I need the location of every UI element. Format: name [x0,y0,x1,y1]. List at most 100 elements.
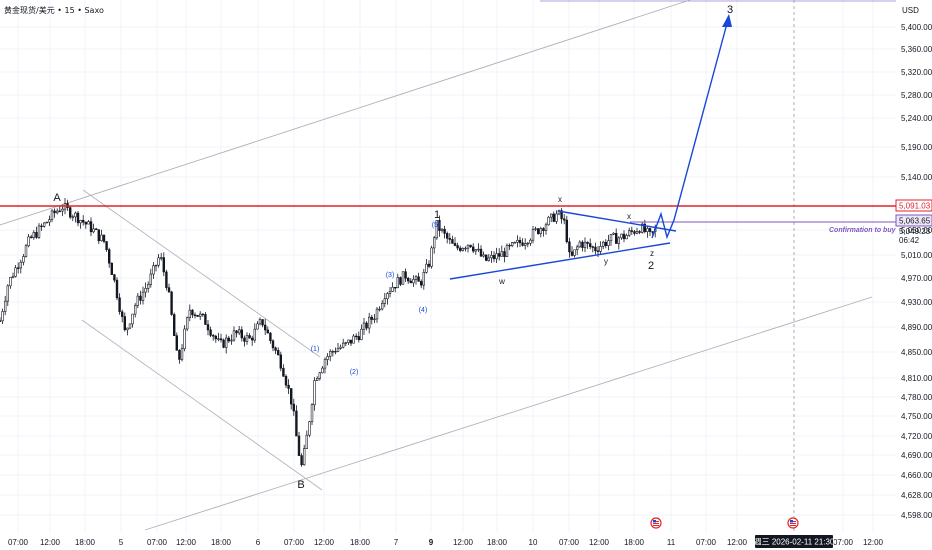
candle-body [474,249,477,252]
candle-body [604,241,608,246]
candle-body [547,216,550,226]
candle-body [357,336,360,340]
candle-body [430,247,433,267]
wave-label-minor: (3) [386,272,395,279]
price-tick-label: 4,850.00 [901,348,932,357]
candle-body [32,232,36,238]
time-tick-label: 07:00 [147,538,168,547]
candle-body [204,314,207,325]
candle-body [521,242,524,246]
candle-body [549,213,553,218]
candle-body [625,235,628,240]
time-axis[interactable]: 07:00 12:00 18:00 5 07:00 12:00 18:00 6 07:00 12:… [8,535,884,548]
candle-body [11,276,15,278]
candle-body [209,329,212,336]
time-tick-label: 07:00 [559,538,580,547]
candle-body [248,335,251,339]
candle-body [175,335,178,351]
price-tick-label: 5,050.00 [901,226,932,235]
candle-body [422,272,425,286]
candle-body [74,212,77,218]
candle-body [1,311,4,322]
candle-body [373,318,376,321]
candle-body [162,257,165,273]
candle-body [37,225,41,238]
descending-channel-lower [81,319,323,491]
candle-body [568,241,571,253]
wave-label-major: B [297,479,304,491]
candle-body [251,337,254,341]
time-tick-label: 18:00 [487,538,508,547]
candle-body [562,218,566,221]
candle-body [289,388,293,405]
candle-body [443,228,446,234]
candle-body [490,255,493,259]
candle-body [328,351,332,357]
last-price-label: 5,049.23 [899,227,931,236]
candle-body [622,233,626,240]
wave-labels: A B 1 2 3 (1) (2) (3) (4) (5) x w x y z Confirmation to… [53,4,896,491]
confirmation-price-label: 5,063.65 [899,217,931,226]
candle-body [196,314,199,317]
time-tick-label: 7 [394,538,399,547]
candle-body [544,224,548,231]
time-tick-label: 12:00 [176,538,197,547]
us-flag-icon[interactable] [787,517,799,529]
candle-body [245,335,249,342]
candle-body [510,242,514,247]
confirmation-to-buy-label: Confirmation to buy [829,227,897,234]
candle-body [399,277,402,285]
time-tick-label: 12:00 [727,538,748,547]
candle-body [71,216,75,218]
candle-body [284,375,288,386]
candle-body [432,237,436,249]
candle-body [388,291,392,294]
candle-body [456,245,459,249]
us-flag-icon[interactable] [650,517,662,529]
candle-body [253,328,256,341]
candle-body [573,249,576,256]
time-axis-panel[interactable] [0,533,896,550]
candle-body [526,242,530,245]
candle-body [635,231,639,234]
candle-body [334,351,337,353]
candle-body [305,434,308,449]
candle-body [425,263,428,273]
candle-body [118,297,121,313]
time-tick-label: 12:00 [314,538,335,547]
candle-body [445,233,449,239]
candle-body [315,378,319,381]
candle-body [599,246,602,252]
candle-body [222,339,225,348]
price-axis[interactable]: 5,400.00 5,360.00 5,320.00 5,280.00 5,240.00… [895,23,932,520]
candle-body [555,213,558,222]
candle-body [261,319,264,326]
candle-body [61,208,64,212]
wave-label-minor: (1) [311,346,320,353]
candle-body [352,335,355,344]
wave-label-minor: (5) [432,222,441,229]
candle-body [508,244,511,247]
wave-label-major: 3 [727,4,733,16]
time-tick-label: 18:00 [350,538,371,547]
candle-body [92,228,95,233]
candle-body [188,309,191,318]
candle-body [347,339,350,343]
candle-body [110,262,114,275]
wave-label-major: 2 [648,260,654,272]
price-tick-label: 4,720.00 [901,432,932,441]
candle-body [225,337,228,348]
candle-body [451,239,454,244]
candle-body [464,247,467,250]
candle-body [227,337,230,342]
candle-body [362,322,366,330]
candle-body [620,233,623,239]
candle-body [170,291,173,315]
candle-body [505,244,509,257]
candle-body [42,222,46,227]
price-axis-panel[interactable] [896,0,932,550]
candle-body [157,257,160,266]
candle-body [586,241,589,244]
candle-body [523,243,527,246]
